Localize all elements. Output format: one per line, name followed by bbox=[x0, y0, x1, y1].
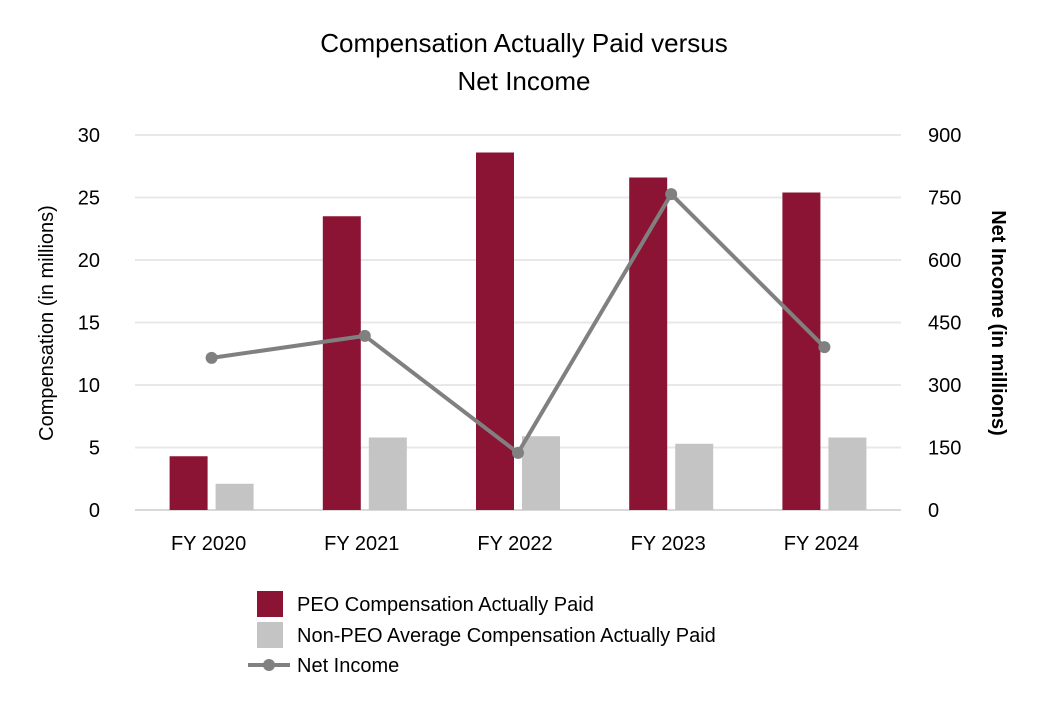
x-tick-label: FY 2023 bbox=[631, 533, 706, 555]
y2-axis-label: Net Income (in millions) bbox=[987, 210, 1009, 436]
bar-peo bbox=[476, 152, 514, 510]
legend-marker-net-income bbox=[263, 659, 275, 671]
x-tick-label: FY 2021 bbox=[324, 533, 399, 555]
x-tick-label: FY 2022 bbox=[477, 533, 552, 555]
y2-tick-label: 0 bbox=[928, 500, 939, 522]
legend-label: Net Income bbox=[297, 655, 399, 677]
chart-title-line-1: Compensation Actually Paid versus bbox=[320, 28, 728, 58]
y-tick-label: 0 bbox=[89, 500, 100, 522]
legend-swatch-non-peo bbox=[257, 622, 283, 648]
bar-peo bbox=[782, 192, 821, 510]
net-income-point bbox=[205, 351, 218, 364]
chart-title-line-2: Net Income bbox=[458, 66, 591, 96]
y2-tick-label: 300 bbox=[928, 375, 961, 397]
x-tick-label: FY 2024 bbox=[784, 533, 859, 555]
bar-non-peo bbox=[675, 443, 714, 510]
bar-non-peo bbox=[522, 436, 560, 510]
net-income-line bbox=[211, 190, 826, 456]
bar-peo bbox=[169, 456, 208, 510]
x-tick-label: FY 2020 bbox=[171, 533, 246, 555]
bar-non-peo bbox=[828, 437, 867, 510]
net-income-point bbox=[358, 329, 371, 342]
bar-non-peo bbox=[368, 437, 407, 510]
net-income-point bbox=[818, 341, 831, 354]
y-tick-label: 10 bbox=[78, 375, 100, 397]
y2-tick-label: 450 bbox=[928, 313, 961, 335]
y-tick-label: 20 bbox=[78, 250, 100, 272]
bar-peo bbox=[629, 177, 668, 510]
y-axis-label: Compensation (in millions) bbox=[36, 205, 58, 441]
y-tick-label: 15 bbox=[78, 313, 100, 335]
bar-peo bbox=[322, 216, 361, 510]
y-tick-label: 30 bbox=[78, 125, 100, 147]
bar-non-peo bbox=[215, 483, 254, 510]
legend-label: Non-PEO Average Compensation Actually Pa… bbox=[297, 625, 716, 647]
legend-label: PEO Compensation Actually Paid bbox=[297, 594, 594, 616]
y2-tick-label: 150 bbox=[928, 438, 961, 460]
net-income-point bbox=[665, 188, 678, 201]
y-tick-label: 5 bbox=[89, 438, 100, 460]
net-income-point bbox=[512, 446, 524, 459]
legend-swatch-peo bbox=[257, 591, 283, 617]
y2-tick-label: 900 bbox=[928, 125, 961, 147]
y-tick-label: 25 bbox=[78, 188, 100, 210]
y2-tick-label: 750 bbox=[928, 188, 961, 210]
y2-tick-label: 600 bbox=[928, 250, 961, 272]
